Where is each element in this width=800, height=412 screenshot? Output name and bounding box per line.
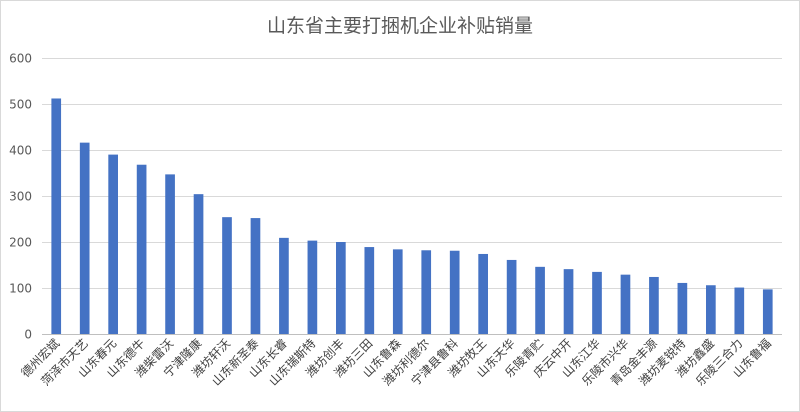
bar	[79, 142, 90, 334]
bar	[478, 253, 488, 334]
y-tick-label: 600	[9, 52, 32, 66]
y-tick-label: 400	[9, 144, 32, 158]
bar	[535, 266, 545, 334]
bar	[620, 274, 631, 334]
bar	[108, 154, 118, 334]
y-tick-label: 500	[9, 98, 32, 112]
chart-title: 山东省主要打捆机企业补贴销量	[266, 15, 533, 37]
bar	[506, 259, 517, 334]
bar	[563, 269, 574, 334]
y-tick-label: 0	[24, 328, 32, 342]
bar	[592, 271, 602, 334]
bar	[336, 242, 346, 334]
bar	[734, 287, 745, 334]
bar	[136, 164, 147, 334]
bar	[51, 98, 62, 334]
bar	[193, 194, 204, 334]
bar	[392, 249, 403, 334]
bar	[677, 282, 688, 334]
y-tick-label: 100	[9, 282, 32, 296]
bar	[421, 250, 432, 334]
bar	[222, 217, 232, 334]
bar	[649, 276, 659, 334]
bar	[364, 247, 375, 334]
y-tick-label: 200	[9, 236, 32, 250]
bar	[449, 250, 460, 334]
bar	[706, 285, 716, 334]
y-tick-label: 300	[9, 190, 32, 204]
bar	[762, 289, 773, 334]
bar	[165, 174, 175, 334]
bar	[250, 218, 261, 334]
bar	[279, 237, 289, 334]
bar	[307, 240, 318, 334]
